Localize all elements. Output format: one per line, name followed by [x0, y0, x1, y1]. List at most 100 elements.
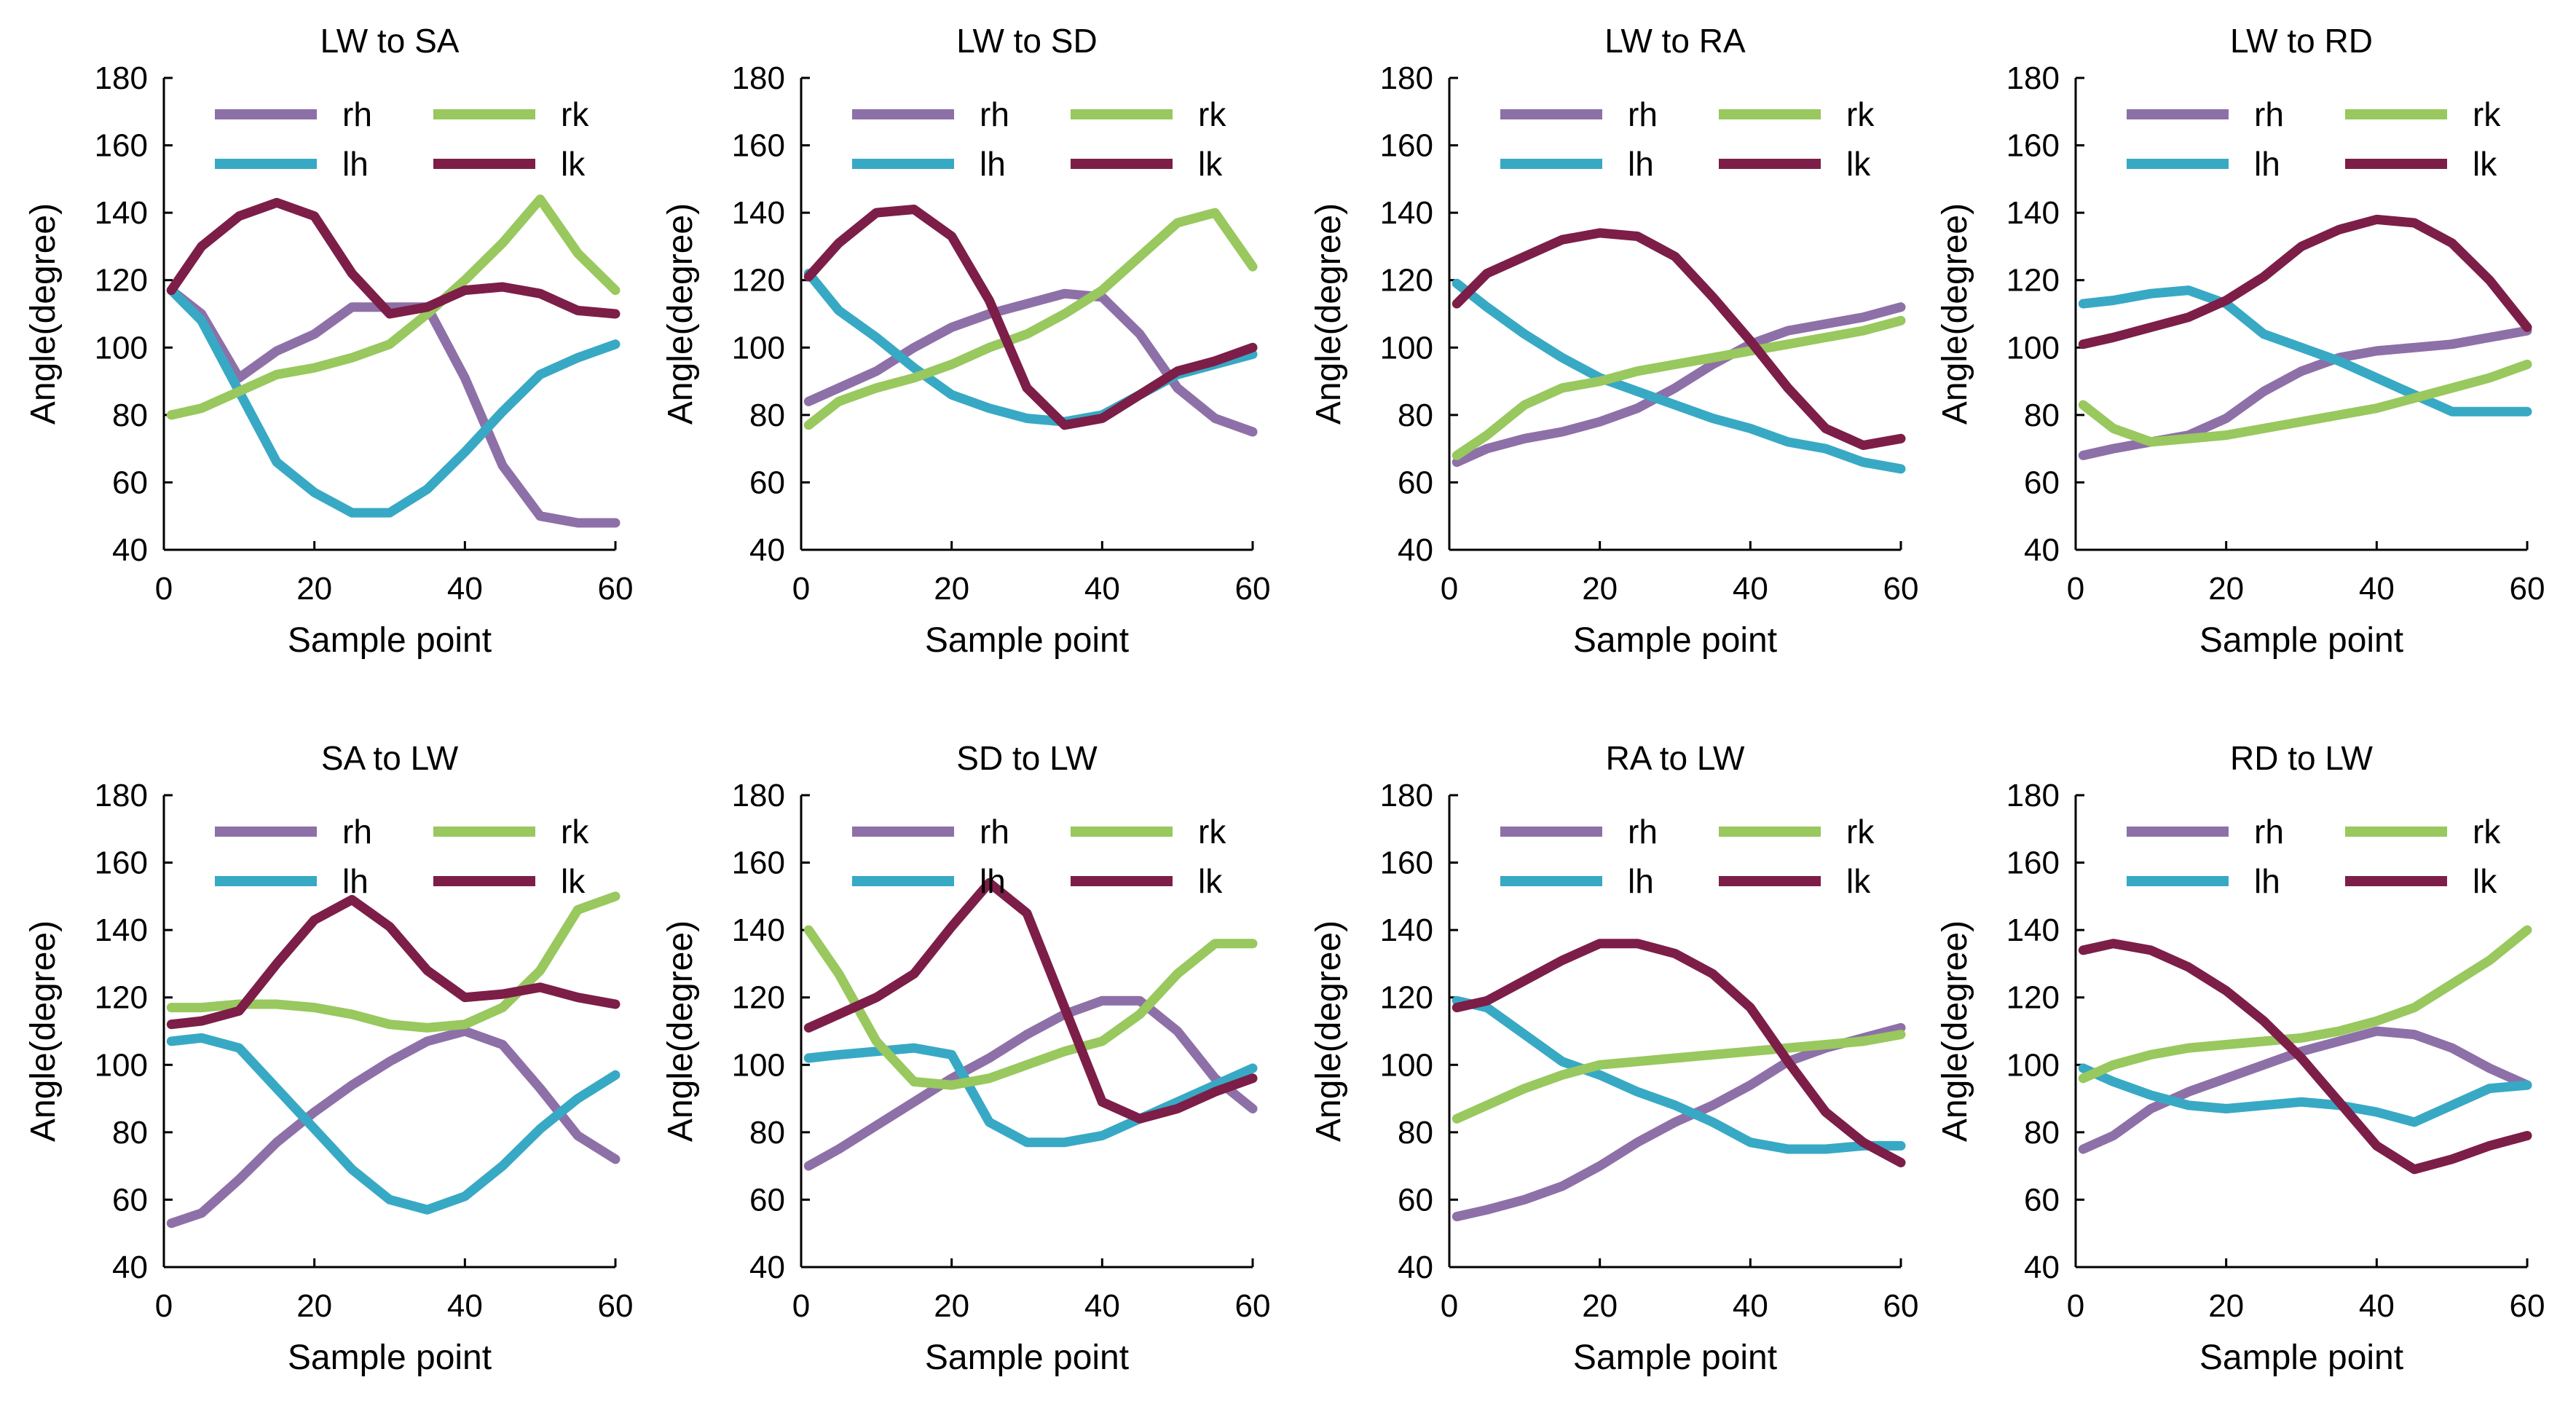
y-tick-label: 40 [749, 532, 785, 568]
legend-label-lh: lh [2254, 862, 2280, 900]
series-line-rk [803, 208, 1258, 430]
y-tick-label: 180 [1380, 778, 1433, 813]
y-tick-label: 120 [95, 980, 148, 1016]
x-axis-label: Sample point [288, 621, 492, 660]
y-tick-label: 120 [95, 263, 148, 299]
series-line-lh [2078, 1063, 2532, 1127]
y-tick-label: 40 [2024, 1250, 2060, 1285]
series-line-rk [166, 194, 621, 420]
series-line-lk [166, 197, 621, 319]
legend-label-rh: rh [980, 813, 1009, 851]
y-axis-label: Angle(degree) [661, 203, 700, 425]
series-line-lk [1452, 939, 1906, 1167]
legend-label-lh: lh [2254, 145, 2280, 183]
legend-label-rk: rk [561, 813, 589, 851]
y-tick-label: 160 [732, 845, 785, 881]
x-tick-label: 20 [296, 1288, 332, 1324]
legend-label-lk: lk [1846, 145, 1871, 183]
legend: rh lh rk lk [2127, 813, 2501, 900]
x-axis-label: Sample point [2199, 621, 2403, 660]
y-tick-label: 100 [1380, 1047, 1433, 1083]
x-tick-label: 20 [934, 571, 969, 607]
y-tick-label: 80 [749, 398, 785, 433]
x-tick-label: 0 [1441, 1288, 1458, 1324]
y-axis-label: Angle(degree) [1936, 203, 1974, 425]
y-tick-label: 140 [2006, 912, 2060, 948]
legend: rh lh rk lk [1500, 813, 1875, 900]
series-line-lk [803, 877, 1258, 1124]
y-tick-label: 100 [1380, 330, 1433, 366]
legend-label-lh: lh [1628, 145, 1654, 183]
y-axis-label: Angle(degree) [1936, 920, 1974, 1142]
legend: rh lh rk lk [852, 95, 1226, 183]
legend-label-rh: rh [1628, 813, 1658, 851]
legend-label-rk: rk [2473, 95, 2501, 133]
y-tick-label: 140 [2006, 195, 2060, 231]
chart-title: SD to LW [956, 739, 1098, 777]
x-tick-label: 0 [155, 1288, 173, 1324]
legend-label-lk: lk [1198, 145, 1223, 183]
x-tick-label: 60 [598, 1288, 634, 1324]
y-tick-label: 100 [2006, 1047, 2060, 1083]
y-tick-label: 80 [2024, 1115, 2060, 1151]
y-axis-label: Angle(degree) [661, 920, 700, 1142]
chart-panel: LW to SD 40 60 80 100 120 140 160 180 0 20 40 60 Samp… [661, 22, 1270, 660]
x-tick-label: 40 [1084, 571, 1120, 607]
chart-title: LW to RD [2230, 22, 2373, 60]
series-line-lh [1452, 995, 1906, 1154]
y-tick-label: 60 [1398, 465, 1433, 500]
chart-panel: LW to RA 40 60 80 100 120 140 160 180 0 20 40 60 Samp… [1309, 22, 1918, 660]
y-tick-label: 80 [749, 1115, 785, 1151]
series-line-lh [166, 285, 621, 518]
y-tick-label: 100 [95, 1047, 148, 1083]
x-tick-label: 60 [598, 571, 634, 607]
x-axis-label: Sample point [1573, 621, 1777, 660]
chart-panel: RA to LW 40 60 80 100 120 140 160 180 0 20 40 60 Samp… [1309, 739, 1918, 1377]
y-tick-label: 60 [2024, 465, 2060, 500]
series-line-rk [2078, 925, 2532, 1084]
x-tick-label: 0 [155, 571, 173, 607]
y-tick-label: 100 [2006, 330, 2060, 366]
series-line-lh [803, 1043, 1258, 1148]
y-tick-label: 160 [95, 128, 148, 164]
series-line-rh [803, 288, 1258, 437]
series-line-lh [1452, 278, 1906, 474]
y-tick-label: 40 [1398, 1250, 1433, 1285]
y-tick-label: 80 [112, 398, 148, 433]
y-tick-label: 140 [732, 912, 785, 948]
chart-title: LW to RA [1604, 22, 1746, 60]
y-axis-label: Angle(degree) [1309, 203, 1348, 425]
y-axis-label: Angle(degree) [24, 203, 63, 425]
x-tick-label: 60 [1235, 571, 1271, 607]
y-tick-label: 40 [2024, 532, 2060, 568]
y-tick-label: 60 [112, 465, 148, 500]
legend-label-rh: rh [1628, 95, 1658, 133]
legend-label-rk: rk [1846, 95, 1875, 133]
legend-label-lh: lh [980, 145, 1006, 183]
legend-label-rk: rk [561, 95, 589, 133]
x-tick-label: 40 [1733, 1288, 1768, 1324]
y-tick-label: 120 [1380, 263, 1433, 299]
series-line-rk [1452, 315, 1906, 460]
legend-label-rk: rk [1846, 813, 1875, 851]
x-tick-label: 60 [1235, 1288, 1271, 1324]
series-line-lh [166, 1033, 621, 1215]
x-tick-label: 60 [1883, 571, 1919, 607]
y-tick-label: 140 [732, 195, 785, 231]
y-tick-label: 80 [112, 1115, 148, 1151]
x-tick-label: 0 [2067, 1288, 2084, 1324]
legend-label-rk: rk [1198, 813, 1226, 851]
x-tick-label: 40 [2359, 1288, 2395, 1324]
x-axis-label: Sample point [925, 621, 1129, 660]
y-tick-label: 180 [95, 778, 148, 813]
series-line-rh [166, 285, 621, 528]
x-tick-label: 40 [447, 1288, 483, 1324]
y-tick-label: 180 [2006, 60, 2060, 96]
x-tick-label: 60 [2510, 571, 2545, 607]
x-tick-label: 20 [296, 571, 332, 607]
series-line-rh [803, 995, 1258, 1171]
y-tick-label: 80 [1398, 1115, 1433, 1151]
series-line-lk [166, 895, 621, 1030]
series-line-lk [803, 205, 1258, 430]
